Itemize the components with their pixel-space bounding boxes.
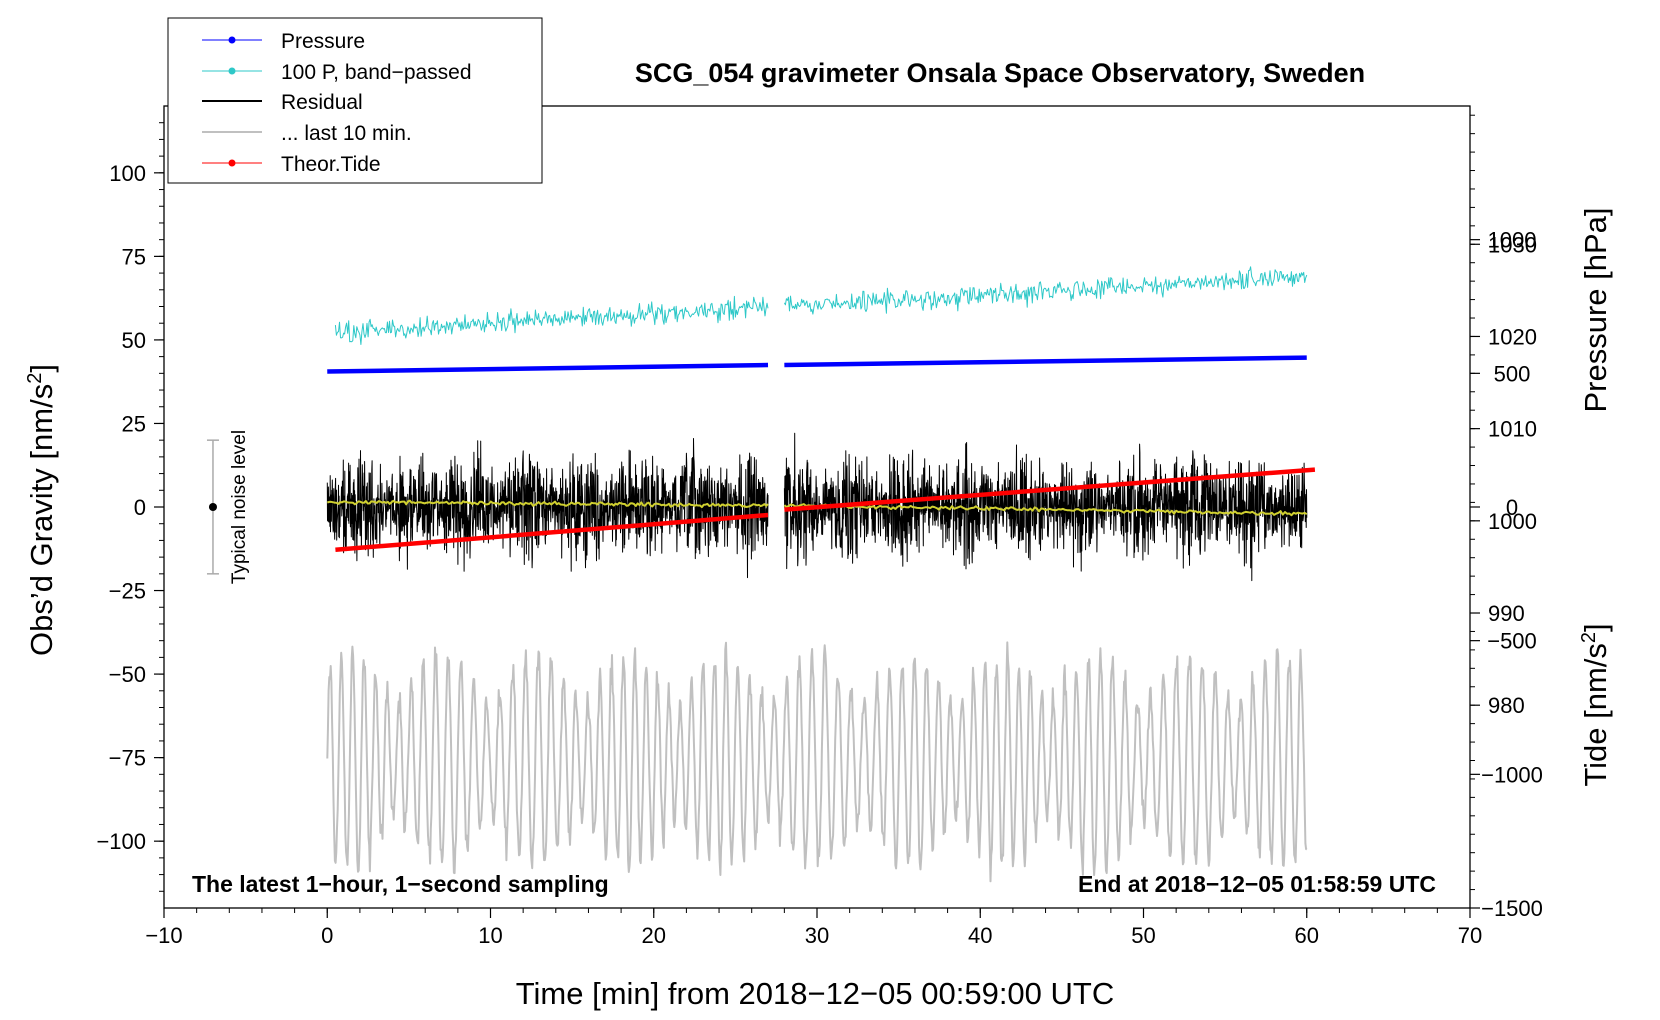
tide-tick-label: −1000 [1481, 762, 1543, 787]
y-tick-label-left: 50 [122, 328, 146, 353]
legend-label-residual: Residual [281, 91, 363, 114]
legend-label-last-10-min: ... last 10 min. [281, 122, 412, 145]
legend-marker-band-passed [228, 67, 236, 75]
legend-marker-pressure [228, 36, 236, 44]
series-residual-smoothed-2 [783, 503, 1308, 517]
pressure-tick-label: 1000 [1488, 509, 1537, 534]
y-tick-label-left: −50 [109, 662, 146, 687]
series-theor-tide-2 [784, 467, 1316, 512]
series-layer [326, 266, 1316, 883]
y-tick-label-left: −25 [109, 579, 146, 604]
y-tick-label-left: −100 [96, 829, 146, 854]
legend-label-band-passed: 100 P, band−passed [281, 61, 472, 84]
annotation-end-time: End at 2018−12−05 01:58:59 UTC [1078, 871, 1436, 897]
legend-marker-theor-tide [228, 159, 236, 167]
legend-label-pressure: Pressure [281, 30, 365, 53]
series-residual-smoothed-1 [326, 499, 769, 509]
x-tick-label: 10 [478, 923, 502, 948]
tide-tick-label: −500 [1487, 629, 1537, 654]
y-axis-label-tide: Tide [nm/s2] [1578, 623, 1613, 786]
series-band-passed-2 [783, 266, 1308, 315]
x-tick-label: 40 [968, 923, 992, 948]
series-pressure-2 [784, 355, 1307, 368]
noise-bar-center-dot [208, 503, 217, 511]
tick-layer: −10 0 10 20 30 40 50 60 701007550250−25−50−75−10… [96, 114, 1543, 948]
tide-tick-label: 500 [1494, 361, 1531, 386]
legend-label-theor-tide: Theor.Tide [281, 153, 381, 176]
x-tick-label: 0 [321, 923, 333, 948]
x-tick-label: 50 [1131, 923, 1155, 948]
series-pressure-1 [327, 362, 769, 374]
legend: Pressure 100 P, band−passed Residual ...… [167, 17, 543, 184]
x-axis-label: Time [min] from 2018−12−05 00:59:00 UTC [516, 976, 1115, 1011]
tide-tick-label: 0 [1506, 495, 1518, 520]
pressure-tick-label: 1020 [1488, 324, 1537, 349]
x-tick-label: 60 [1295, 923, 1319, 948]
pressure-tick-label: 1030 [1488, 232, 1537, 257]
y-tick-label-left: 75 [122, 244, 146, 269]
x-tick-label: 30 [805, 923, 829, 948]
x-tick-label: 20 [642, 923, 666, 948]
y-axis-label-gravity: Obs’d Gravity [nm/s2] [24, 364, 59, 656]
x-tick-label: −10 [145, 923, 182, 948]
pressure-tick-label: 990 [1488, 601, 1525, 626]
tide-tick-label: −1500 [1481, 896, 1543, 921]
y-tick-label-left: 100 [109, 161, 146, 186]
x-tick-label: 70 [1458, 923, 1482, 948]
pressure-tick-label: 980 [1488, 693, 1525, 718]
annotation-latest-hour: The latest 1−hour, 1−second sampling [192, 871, 609, 897]
y-tick-label-left: 25 [122, 411, 146, 436]
series-band-passed-1 [334, 295, 769, 345]
pressure-tick-label: 1010 [1488, 417, 1537, 442]
noise-level-bar: Typical noise level [206, 430, 250, 584]
series-theor-tide-1 [335, 512, 769, 553]
tide-tick-label: 1000 [1488, 228, 1537, 253]
series-residual-2 [783, 432, 1308, 582]
series-residual-1 [326, 438, 769, 579]
noise-bar-label: Typical noise level [229, 430, 250, 584]
y-tick-label-left: −75 [109, 746, 146, 771]
y-tick-label-left: 0 [134, 495, 146, 520]
series-last-10-min [326, 641, 1308, 883]
y-axis-label-pressure: Pressure [hPa] [1578, 207, 1613, 412]
chart-title: SCG_054 gravimeter Onsala Space Observat… [635, 58, 1365, 88]
